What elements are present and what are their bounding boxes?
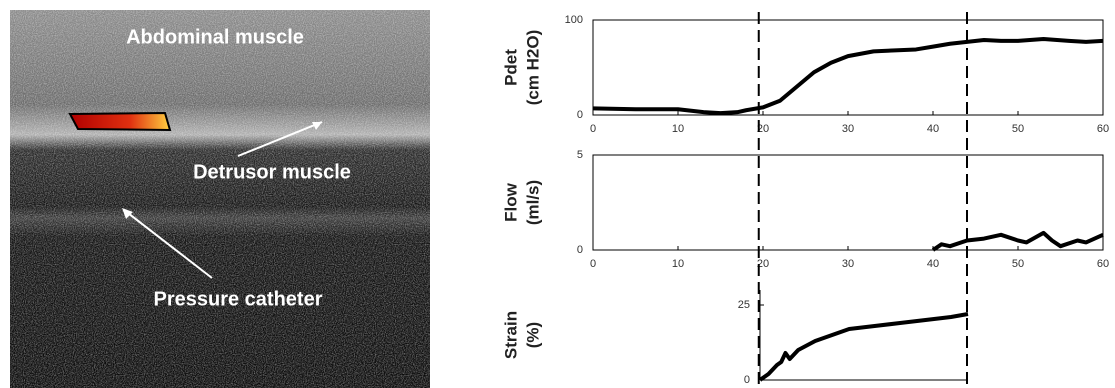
- y-axis-label: (cm H2O): [523, 30, 542, 106]
- y-tick-label: 0: [577, 244, 583, 256]
- x-tick-label: 50: [1012, 123, 1024, 135]
- x-tick-label: 60: [1097, 123, 1109, 135]
- figure: Abdominal muscle Detrusor muscle Pressur…: [0, 0, 1115, 388]
- image-label: Abdominal muscle: [126, 26, 304, 48]
- x-tick-label: 0: [590, 258, 596, 270]
- y-axis-label: Flow: [501, 182, 520, 221]
- image-label: Detrusor muscle: [193, 161, 351, 183]
- x-tick-label: 0: [590, 123, 596, 135]
- y-tick-label: 0: [744, 374, 750, 386]
- x-tick-label: 10: [672, 123, 684, 135]
- y-axis-label: (ml/s): [523, 180, 542, 225]
- image-label: Pressure catheter: [154, 288, 323, 310]
- ultrasound-image: Abdominal muscle Detrusor muscle Pressur…: [10, 10, 430, 388]
- plot-frame: [593, 20, 1103, 115]
- y-tick-label: 5: [577, 149, 583, 161]
- y-axis-label: Strain: [501, 311, 520, 359]
- y-axis-label: Pdet: [501, 49, 520, 86]
- x-tick-label: 30: [842, 123, 854, 135]
- x-tick-label: 30: [842, 258, 854, 270]
- plot-frame: [593, 155, 1103, 250]
- y-axis-label: (%): [523, 322, 542, 348]
- doppler-region: [70, 113, 170, 130]
- x-tick-label: 50: [1012, 258, 1024, 270]
- data-line: [593, 39, 1103, 113]
- x-tick-label: 40: [927, 123, 939, 135]
- x-tick-label: 10: [672, 258, 684, 270]
- ultrasound-speckle: [10, 10, 430, 388]
- y-tick-label: 25: [738, 299, 750, 311]
- y-tick-label: 0: [577, 109, 583, 121]
- data-line: [760, 314, 968, 380]
- x-tick-label: 60: [1097, 258, 1109, 270]
- x-tick-label: 40: [927, 258, 939, 270]
- y-tick-label: 100: [565, 14, 583, 26]
